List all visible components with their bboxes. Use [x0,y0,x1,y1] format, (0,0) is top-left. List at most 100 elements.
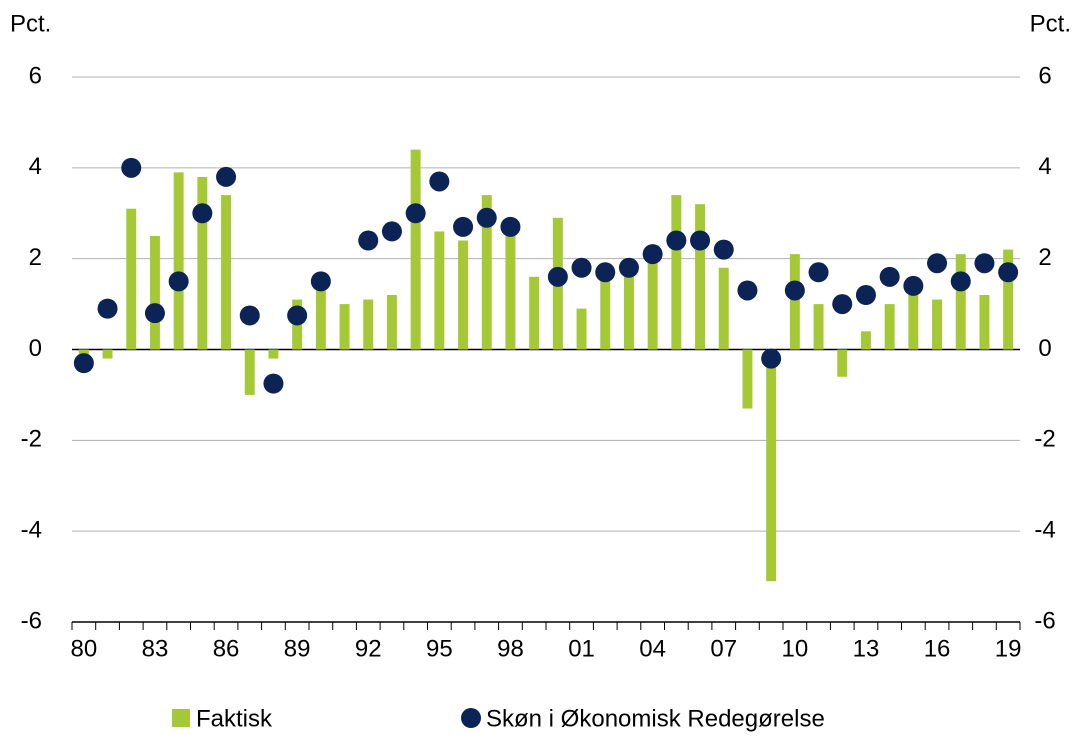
dot [571,257,592,278]
dot [453,216,474,237]
bar [386,295,397,350]
dot [761,348,782,369]
bar [1003,249,1014,350]
bar [173,172,184,350]
x-tick-label: 19 [995,635,1022,662]
bar [955,254,966,350]
y2-axis-label: Pct. [1030,10,1071,37]
dot [618,257,639,278]
bar [647,258,658,350]
dot [974,253,995,274]
bar [623,272,634,350]
bar [434,231,445,350]
dot [287,305,308,326]
x-tick-label: 92 [355,635,382,662]
bar [742,349,753,409]
bar [884,304,895,350]
legend-swatch [461,708,481,728]
dot [381,221,402,242]
dot [855,285,876,305]
x-tick-label: 80 [70,635,97,662]
dot [808,262,829,283]
y2-tick-label: -4 [1034,517,1055,544]
bar [576,308,587,350]
dot [950,271,971,292]
y-tick-label: -2 [21,426,42,453]
bar [505,231,516,350]
dot [547,266,568,287]
legend-label: Skøn i Økonomisk Redegørelse [486,705,825,732]
dot [121,157,142,178]
x-tick-label: 83 [142,635,169,662]
dot [690,230,711,251]
y2-tick-label: 6 [1038,62,1051,89]
y2-tick-label: 4 [1038,153,1051,180]
dot [263,373,284,394]
y-tick-label: 0 [29,335,42,362]
x-tick-label: 01 [568,635,595,662]
dot [216,166,237,187]
dot [192,203,213,224]
dot [310,271,331,292]
x-tick-label: 89 [284,635,311,662]
dot [927,253,948,274]
dot [666,230,687,251]
dot [642,244,663,265]
bar [932,299,943,350]
bar [481,195,492,350]
bar [718,267,729,350]
y-tick-label: 6 [29,62,42,89]
bar [860,331,871,350]
bar [813,304,824,350]
bar [339,304,350,350]
dot [784,280,805,301]
dot [500,216,521,237]
dot [998,262,1019,283]
y-tick-label: -4 [21,517,42,544]
x-tick-label: 04 [639,635,666,662]
y-tick-label: 4 [29,153,42,180]
x-tick-label: 13 [853,635,880,662]
y-tick-label: -6 [21,607,42,634]
x-tick-label: 16 [924,635,951,662]
bar [979,295,990,350]
dot [405,203,426,224]
dot [737,280,758,301]
bar [363,299,374,350]
bar [78,349,89,355]
dot [73,353,94,374]
bar [837,349,848,377]
x-tick-label: 98 [497,635,524,662]
bar [671,195,682,350]
dot [832,294,853,315]
bar [529,276,540,350]
bar [221,195,232,350]
x-tick-label: 95 [426,635,453,662]
y-tick-label: 2 [29,244,42,271]
bar [102,349,113,359]
x-tick-label: 07 [710,635,737,662]
dot [476,207,497,228]
dot [144,303,165,324]
dot [713,239,734,260]
x-tick-label: 86 [213,635,240,662]
dot [903,275,924,296]
y2-tick-label: 2 [1038,244,1051,271]
legend-label: Faktisk [196,705,273,732]
x-tick-label: 10 [781,635,808,662]
dot [879,266,900,287]
bar [149,235,160,350]
bar [244,349,255,395]
bar [908,290,919,350]
bar [410,149,421,350]
dot [168,271,189,292]
y2-tick-label: -2 [1034,426,1055,453]
bar [126,208,137,350]
bar [789,254,800,350]
dot [97,298,118,319]
legend-swatch [172,709,190,727]
dot [358,230,379,251]
bar [458,240,469,350]
y2-tick-label: 0 [1038,335,1051,362]
bar [600,276,611,350]
